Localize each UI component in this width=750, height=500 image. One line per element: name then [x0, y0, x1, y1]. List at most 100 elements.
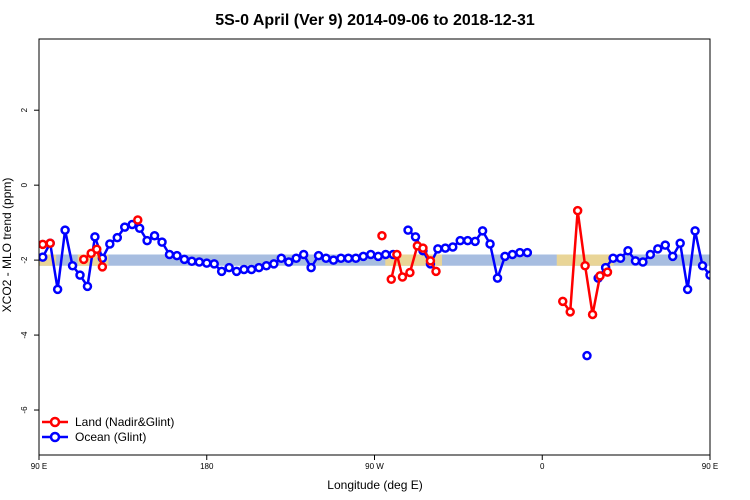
data-point: [667, 251, 678, 262]
data-point: [697, 260, 708, 271]
data-point: [431, 266, 441, 277]
data-point: [595, 271, 605, 281]
data-point: [410, 232, 421, 242]
y-axis-ticks: -6 -4 -2 0 2: [20, 107, 39, 414]
data-point: [269, 259, 279, 269]
data-point: [112, 232, 123, 243]
data-point: [39, 252, 48, 262]
data-point: [608, 253, 618, 263]
data-point: [343, 253, 354, 263]
data-point: [580, 260, 590, 271]
y-tick-label: -4: [20, 331, 29, 339]
y-tick-label: 2: [20, 107, 29, 112]
plot-frame: [38, 38, 711, 456]
data-point: [239, 264, 249, 275]
data-point: [306, 262, 316, 273]
data-point: [351, 253, 361, 263]
data-point: [298, 249, 309, 260]
x-tick-label: 0: [540, 462, 545, 471]
data-point: [67, 260, 78, 271]
reference-band-rect: [39, 254, 710, 266]
data-point: [133, 215, 143, 225]
data-point: [313, 250, 324, 261]
data-point: [403, 225, 413, 235]
data-point: [582, 350, 592, 361]
land-highlight: [77, 254, 109, 266]
data-point: [565, 307, 575, 317]
data-point: [172, 250, 182, 261]
data-point: [254, 262, 264, 273]
data-point: [630, 256, 641, 266]
x-tick-label: 90 E: [702, 462, 718, 471]
data-point: [440, 243, 451, 253]
data-point: [276, 253, 287, 263]
data-point: [522, 247, 533, 258]
data-point: [507, 249, 518, 260]
data-point: [377, 231, 387, 241]
legend-ocean-swatch-marker: [49, 431, 61, 443]
data-point: [705, 270, 710, 280]
legend-land-label: Land (Nadir&Glint): [75, 415, 174, 429]
data-point: [660, 240, 671, 250]
data-point: [500, 251, 510, 262]
land-highlight: [39, 254, 57, 266]
data-point: [373, 251, 383, 262]
data-point: [284, 257, 294, 267]
data-point: [690, 226, 700, 236]
data-point: [653, 244, 663, 254]
data-point: [321, 253, 331, 263]
x-axis-label: Longitude (deg E): [327, 478, 422, 492]
data-point: [291, 253, 301, 263]
data-point: [202, 258, 212, 268]
y-tick-label: -6: [20, 406, 29, 414]
data-point: [558, 296, 568, 307]
data-point: [92, 244, 102, 254]
data-point: [572, 205, 583, 216]
data-point: [328, 255, 339, 265]
legend: Land (Nadir&Glint) Ocean (Glint): [42, 415, 174, 444]
x-tick-label: 180: [200, 462, 214, 471]
data-point: [194, 257, 205, 267]
data-point: [39, 239, 48, 250]
data-point: [448, 242, 458, 252]
data-point: [425, 256, 436, 266]
data-point: [224, 262, 234, 273]
y-axis-label: XCO2 - MLO trend (ppm): [0, 178, 14, 313]
y-tick-label: -2: [20, 256, 29, 264]
data-point: [179, 254, 190, 265]
series-land: [39, 205, 613, 320]
data-point: [119, 222, 130, 232]
data-point: [602, 267, 613, 277]
data-point: [358, 251, 369, 262]
data-point: [645, 249, 656, 260]
data-point: [78, 254, 89, 265]
data-point: [587, 309, 598, 320]
data-point: [477, 226, 488, 236]
data-point: [380, 249, 391, 260]
data-point: [97, 262, 108, 272]
reference-band: [39, 254, 710, 266]
data-point: [470, 236, 480, 247]
data-point: [90, 232, 100, 242]
data-point: [729, 255, 736, 262]
data-point: [455, 235, 465, 246]
data-point: [209, 259, 219, 269]
data-point: [52, 284, 63, 295]
series-ocean: [39, 219, 736, 361]
data-point: [675, 238, 685, 249]
data-point: [134, 223, 145, 234]
data-point: [433, 244, 443, 254]
y-tick-label: 0: [20, 182, 29, 187]
data-point: [142, 235, 152, 246]
data-point: [187, 256, 197, 266]
data-point: [105, 239, 115, 249]
x-tick-label: 90 W: [365, 462, 384, 471]
series-layer: [39, 205, 736, 361]
data-point: [261, 260, 272, 271]
x-tick-label: 90 E: [31, 462, 47, 471]
data-point: [418, 243, 428, 253]
data-point: [462, 235, 473, 246]
data-point: [386, 274, 397, 284]
legend-ocean-label: Ocean (Glint): [75, 430, 146, 444]
